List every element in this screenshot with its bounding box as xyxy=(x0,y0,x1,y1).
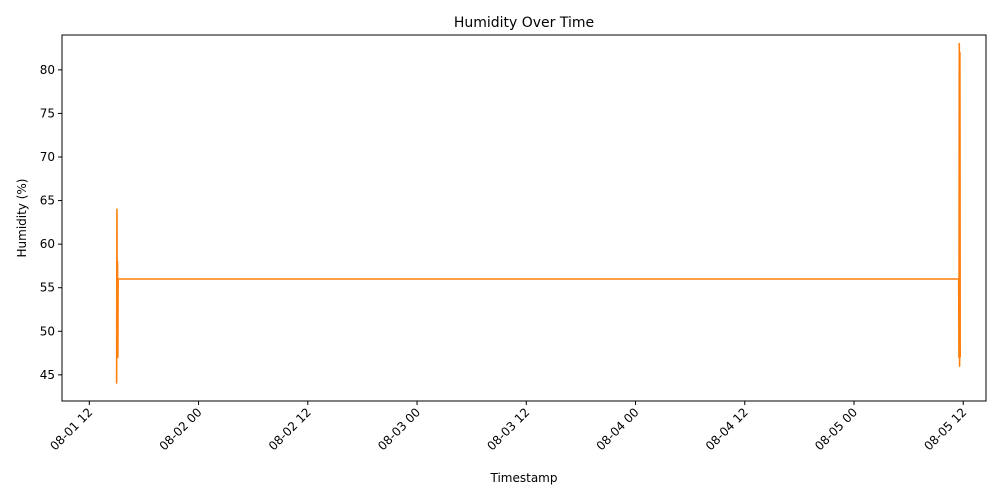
series-layer xyxy=(115,42,962,384)
series-line-0 xyxy=(115,42,962,384)
y-tick-label-5: 70 xyxy=(40,150,55,164)
x-axis-title: Timestamp xyxy=(490,471,558,485)
y-tick-label-2: 55 xyxy=(40,281,55,295)
plot-frame xyxy=(61,34,987,402)
y-tick-label-3: 60 xyxy=(40,237,55,251)
y-tick-label-0: 45 xyxy=(40,368,55,382)
chart-title: Humidity Over Time xyxy=(454,15,594,31)
y-axis-title: Humidity (%) xyxy=(15,179,29,258)
y-tick-label-4: 65 xyxy=(40,194,55,208)
y-tick-label-6: 75 xyxy=(40,106,55,120)
y-axis-ticks: 45 50 55 60 65 70 75 80 xyxy=(40,63,62,382)
y-tick-label-7: 80 xyxy=(40,63,55,77)
y-tick-label-1: 50 xyxy=(40,324,55,338)
